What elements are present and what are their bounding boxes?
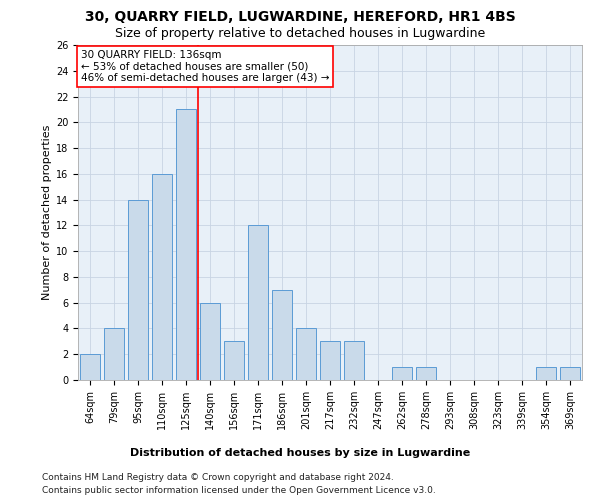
Bar	[80, 354, 100, 380]
Bar	[200, 302, 220, 380]
Bar	[104, 328, 124, 380]
Bar	[392, 367, 412, 380]
Text: Distribution of detached houses by size in Lugwardine: Distribution of detached houses by size …	[130, 448, 470, 458]
Bar	[320, 342, 340, 380]
Bar	[560, 367, 580, 380]
Bar	[248, 226, 268, 380]
Y-axis label: Number of detached properties: Number of detached properties	[41, 125, 52, 300]
Text: Contains HM Land Registry data © Crown copyright and database right 2024.: Contains HM Land Registry data © Crown c…	[42, 472, 394, 482]
Text: 30 QUARRY FIELD: 136sqm
← 53% of detached houses are smaller (50)
46% of semi-de: 30 QUARRY FIELD: 136sqm ← 53% of detache…	[80, 50, 329, 83]
Bar	[536, 367, 556, 380]
Bar	[224, 342, 244, 380]
Text: Contains public sector information licensed under the Open Government Licence v3: Contains public sector information licen…	[42, 486, 436, 495]
Bar	[416, 367, 436, 380]
Bar	[176, 110, 196, 380]
Bar	[344, 342, 364, 380]
Text: 30, QUARRY FIELD, LUGWARDINE, HEREFORD, HR1 4BS: 30, QUARRY FIELD, LUGWARDINE, HEREFORD, …	[85, 10, 515, 24]
Bar	[272, 290, 292, 380]
Text: Size of property relative to detached houses in Lugwardine: Size of property relative to detached ho…	[115, 28, 485, 40]
Bar	[152, 174, 172, 380]
Bar	[296, 328, 316, 380]
Bar	[128, 200, 148, 380]
